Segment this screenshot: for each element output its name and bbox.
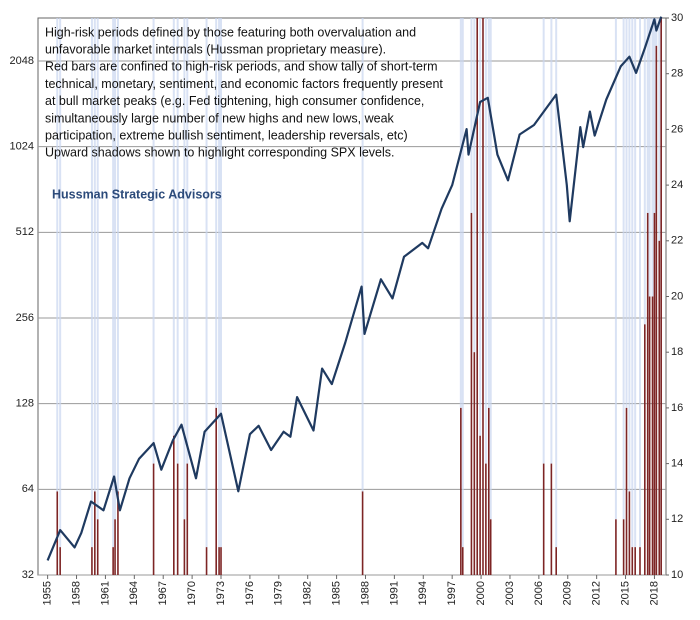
x-tick-label: 2003 (504, 581, 516, 605)
y2-tick-label: 26 (671, 123, 683, 135)
bar (473, 352, 476, 575)
source: Hussman Strategic Advisors (52, 187, 222, 201)
bar (476, 18, 479, 575)
bar (114, 519, 116, 575)
annotation-line: High-risk periods defined by those featu… (45, 25, 416, 39)
x-tick-label: 1985 (330, 581, 342, 605)
x-tick-label: 2006 (533, 581, 545, 605)
x-tick-label: 1994 (417, 581, 429, 605)
bar (96, 519, 99, 575)
y-tick-label: 128 (16, 398, 34, 410)
y2-tick-label: 12 (671, 513, 683, 525)
x-tick-label: 1976 (244, 581, 256, 605)
bar (655, 45, 658, 576)
y-tick-label: 32 (22, 569, 34, 581)
annotation-line: unfavorable market internals (Hussman pr… (45, 42, 386, 56)
x-tick-label: 1958 (70, 581, 82, 605)
x-tick-label: 2012 (591, 581, 603, 605)
bar (460, 407, 462, 575)
x-tick-label: 2018 (648, 581, 660, 605)
bar (658, 240, 661, 576)
y2-tick-label: 30 (671, 12, 683, 24)
y2-tick-label: 24 (671, 179, 683, 191)
bar (56, 491, 59, 575)
x-tick-label: 1973 (215, 581, 227, 605)
bar (220, 547, 222, 575)
x-tick-label: 1988 (359, 581, 371, 605)
annotation-line: simultaneously large number of new highs… (45, 111, 395, 125)
bar (91, 547, 93, 575)
bar (622, 519, 625, 575)
x-tick-label: 1967 (157, 581, 169, 605)
bar (482, 18, 484, 575)
bar (625, 407, 628, 575)
y2-tick-label: 20 (671, 290, 683, 302)
y2-tick-label: 10 (671, 569, 683, 581)
x-tick-label: 1964 (128, 581, 140, 605)
x-tick-label: 1961 (99, 581, 111, 605)
y-tick-label: 512 (16, 226, 34, 238)
bar (117, 491, 119, 575)
bar (646, 212, 649, 575)
bar (94, 491, 96, 575)
bar (485, 463, 487, 575)
bar (461, 547, 464, 575)
annotation-line: technical, monetary, sentiment, and econ… (45, 77, 443, 91)
bar (59, 547, 61, 575)
annotation-line: Red bars are confined to high-risk perio… (45, 60, 438, 74)
bar (361, 491, 364, 575)
y-tick-label: 64 (22, 483, 34, 495)
x-tick-label: 2015 (619, 581, 631, 605)
bar (489, 519, 492, 575)
bar (550, 463, 553, 575)
bar (631, 547, 634, 575)
x-tick-label: 1979 (273, 581, 285, 605)
x-tick-label: 1997 (446, 581, 458, 605)
bar (639, 547, 641, 575)
spx-line (46, 16, 663, 561)
bar (176, 463, 179, 575)
annotation-line: Upward shadows shown to highlight corres… (45, 146, 395, 160)
bar (653, 212, 656, 575)
bar (215, 407, 217, 575)
bar (651, 296, 654, 575)
bar (542, 463, 545, 575)
y2-tick-label: 28 (671, 68, 683, 80)
bar (186, 463, 189, 575)
annotation-line: at bull market peaks (e.g. Fed tightenin… (45, 94, 424, 108)
y2-tick-label: 14 (671, 458, 683, 470)
bar (218, 547, 220, 575)
x-tick-label: 2009 (562, 581, 574, 605)
y2-tick-label: 22 (671, 235, 683, 247)
bar (634, 547, 636, 575)
bar (152, 463, 155, 575)
bar (470, 212, 473, 575)
bar (205, 547, 208, 575)
bar (487, 407, 490, 575)
x-tick-label: 1955 (42, 581, 54, 605)
annotation-line: participation, extreme bullish sentiment… (45, 128, 408, 142)
bar (615, 519, 617, 575)
bar (555, 547, 557, 575)
y2-tick-label: 18 (671, 346, 683, 358)
bar (648, 296, 651, 575)
bar (183, 519, 186, 575)
y-tick-label: 256 (16, 312, 34, 324)
x-tick-label: 1982 (302, 581, 314, 605)
plot-frame (37, 17, 667, 576)
y2-tick-label: 16 (671, 402, 683, 414)
x-tick-label: 2000 (475, 581, 487, 605)
bar (173, 435, 175, 575)
bar (479, 435, 481, 575)
y-tick-label: 1024 (10, 141, 34, 153)
y-tick-label: 2048 (10, 55, 34, 67)
x-tick-label: 1991 (388, 581, 400, 605)
bar (628, 491, 631, 575)
bar (112, 547, 114, 575)
bar (660, 18, 662, 575)
x-tick-label: 1970 (186, 581, 198, 605)
bar (644, 324, 646, 575)
